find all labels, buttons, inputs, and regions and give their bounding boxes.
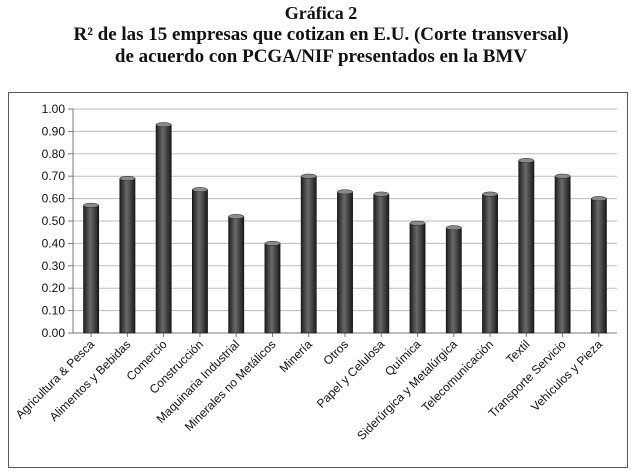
bar <box>518 160 535 334</box>
title-line-3: de acuerdo con PCGA/NIF presentados en l… <box>114 46 528 67</box>
bar <box>155 124 172 334</box>
bar <box>482 193 498 334</box>
y-tick-label: 0.90 <box>42 124 66 138</box>
bar-cap <box>373 191 390 197</box>
chart-title: Gráfica 2 R² de las 15 empresas que coti… <box>0 2 642 68</box>
title-line-1: Gráfica 2 <box>284 3 358 23</box>
bar-cap <box>445 225 462 231</box>
y-tick-label: 0.00 <box>42 326 66 340</box>
y-tick-label: 0.30 <box>42 259 66 273</box>
bar-cap <box>482 191 498 197</box>
bar-cap <box>300 173 317 179</box>
x-tick-label: Papel y Celulosa <box>314 337 388 411</box>
bar <box>264 243 281 334</box>
bar <box>409 222 426 334</box>
bar-cap <box>264 240 281 246</box>
title-line-2: R² de las 15 empresas que cotizan en E.U… <box>73 24 569 45</box>
bar <box>192 189 208 334</box>
bar-cap <box>83 202 99 208</box>
y-tick-label: 0.70 <box>42 169 66 183</box>
y-tick-label: 1.00 <box>42 102 66 116</box>
y-tick-label: 0.80 <box>42 147 66 161</box>
bar-cap <box>409 220 426 226</box>
bar <box>373 193 390 334</box>
chart-frame: 0.00 0.10 0.20 0.30 0.40 0.50 0.60 0.70 0.80 0.90… <box>8 92 628 468</box>
bar <box>119 178 136 334</box>
bar-cap <box>337 189 353 195</box>
x-tick-label: Textil <box>503 337 532 366</box>
x-tick-label: Otros <box>320 337 351 368</box>
bar-chart: 0.00 0.10 0.20 0.30 0.40 0.50 0.60 0.70 0.80 0.90… <box>13 102 617 443</box>
bar <box>300 175 317 334</box>
bar-cap <box>192 187 208 193</box>
bar <box>337 191 353 334</box>
bar <box>228 216 245 334</box>
y-tick-label: 0.40 <box>42 236 66 250</box>
y-tick-label: 0.60 <box>42 192 66 206</box>
y-tick-label: 0.20 <box>42 281 66 295</box>
bar-cap <box>554 173 571 179</box>
bar-cap <box>518 158 535 163</box>
bar <box>83 205 100 334</box>
bar-cap <box>119 175 136 181</box>
bar-cap <box>155 122 172 128</box>
y-tick-label: 0.50 <box>42 214 66 228</box>
bar <box>445 227 462 334</box>
bar <box>554 175 571 334</box>
y-tick-label: 0.10 <box>42 304 66 318</box>
x-tick-label: Minería <box>277 337 315 375</box>
bar-cap <box>591 196 607 202</box>
bar <box>590 198 607 334</box>
bar-cap <box>228 214 245 219</box>
